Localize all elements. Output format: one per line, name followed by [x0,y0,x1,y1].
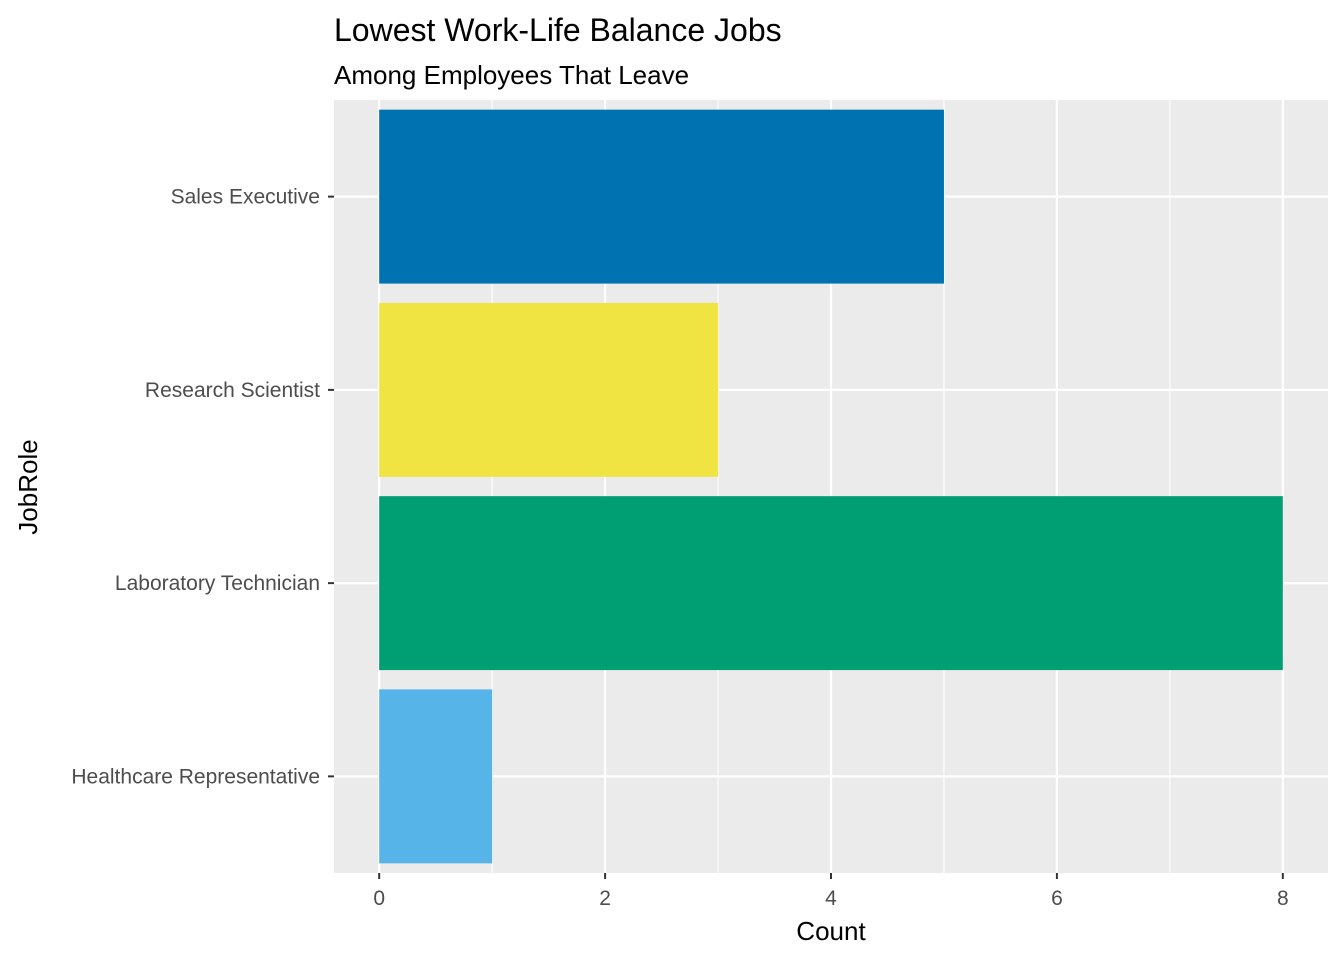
bar-healthcare-representative [379,689,493,864]
x-tick-label: 2 [599,887,611,910]
bar-research-scientist [379,302,719,477]
x-tick-label: 6 [1051,887,1063,910]
x-axis: 0 2 4 6 8 [373,873,1289,910]
x-tick-label: 0 [373,887,385,910]
x-axis-title: Count [796,916,866,946]
y-tick-label: Research Scientist [145,379,320,402]
x-tick-label: 4 [825,887,837,910]
chart-subtitle: Among Employees That Leave [334,60,689,90]
y-tick-label: Laboratory Technician [115,572,320,595]
y-tick-label: Healthcare Representative [71,765,320,788]
bars [379,109,1283,864]
y-tick-label: Sales Executive [171,186,320,209]
chart-title: Lowest Work-Life Balance Jobs [334,12,782,48]
y-axis: Sales Executive Research Scientist Laborat… [71,186,334,788]
x-tick-label: 8 [1277,887,1289,910]
bar-laboratory-technician [379,496,1283,671]
bar-sales-executive [379,109,944,284]
y-axis-title: JobRole [13,439,43,534]
